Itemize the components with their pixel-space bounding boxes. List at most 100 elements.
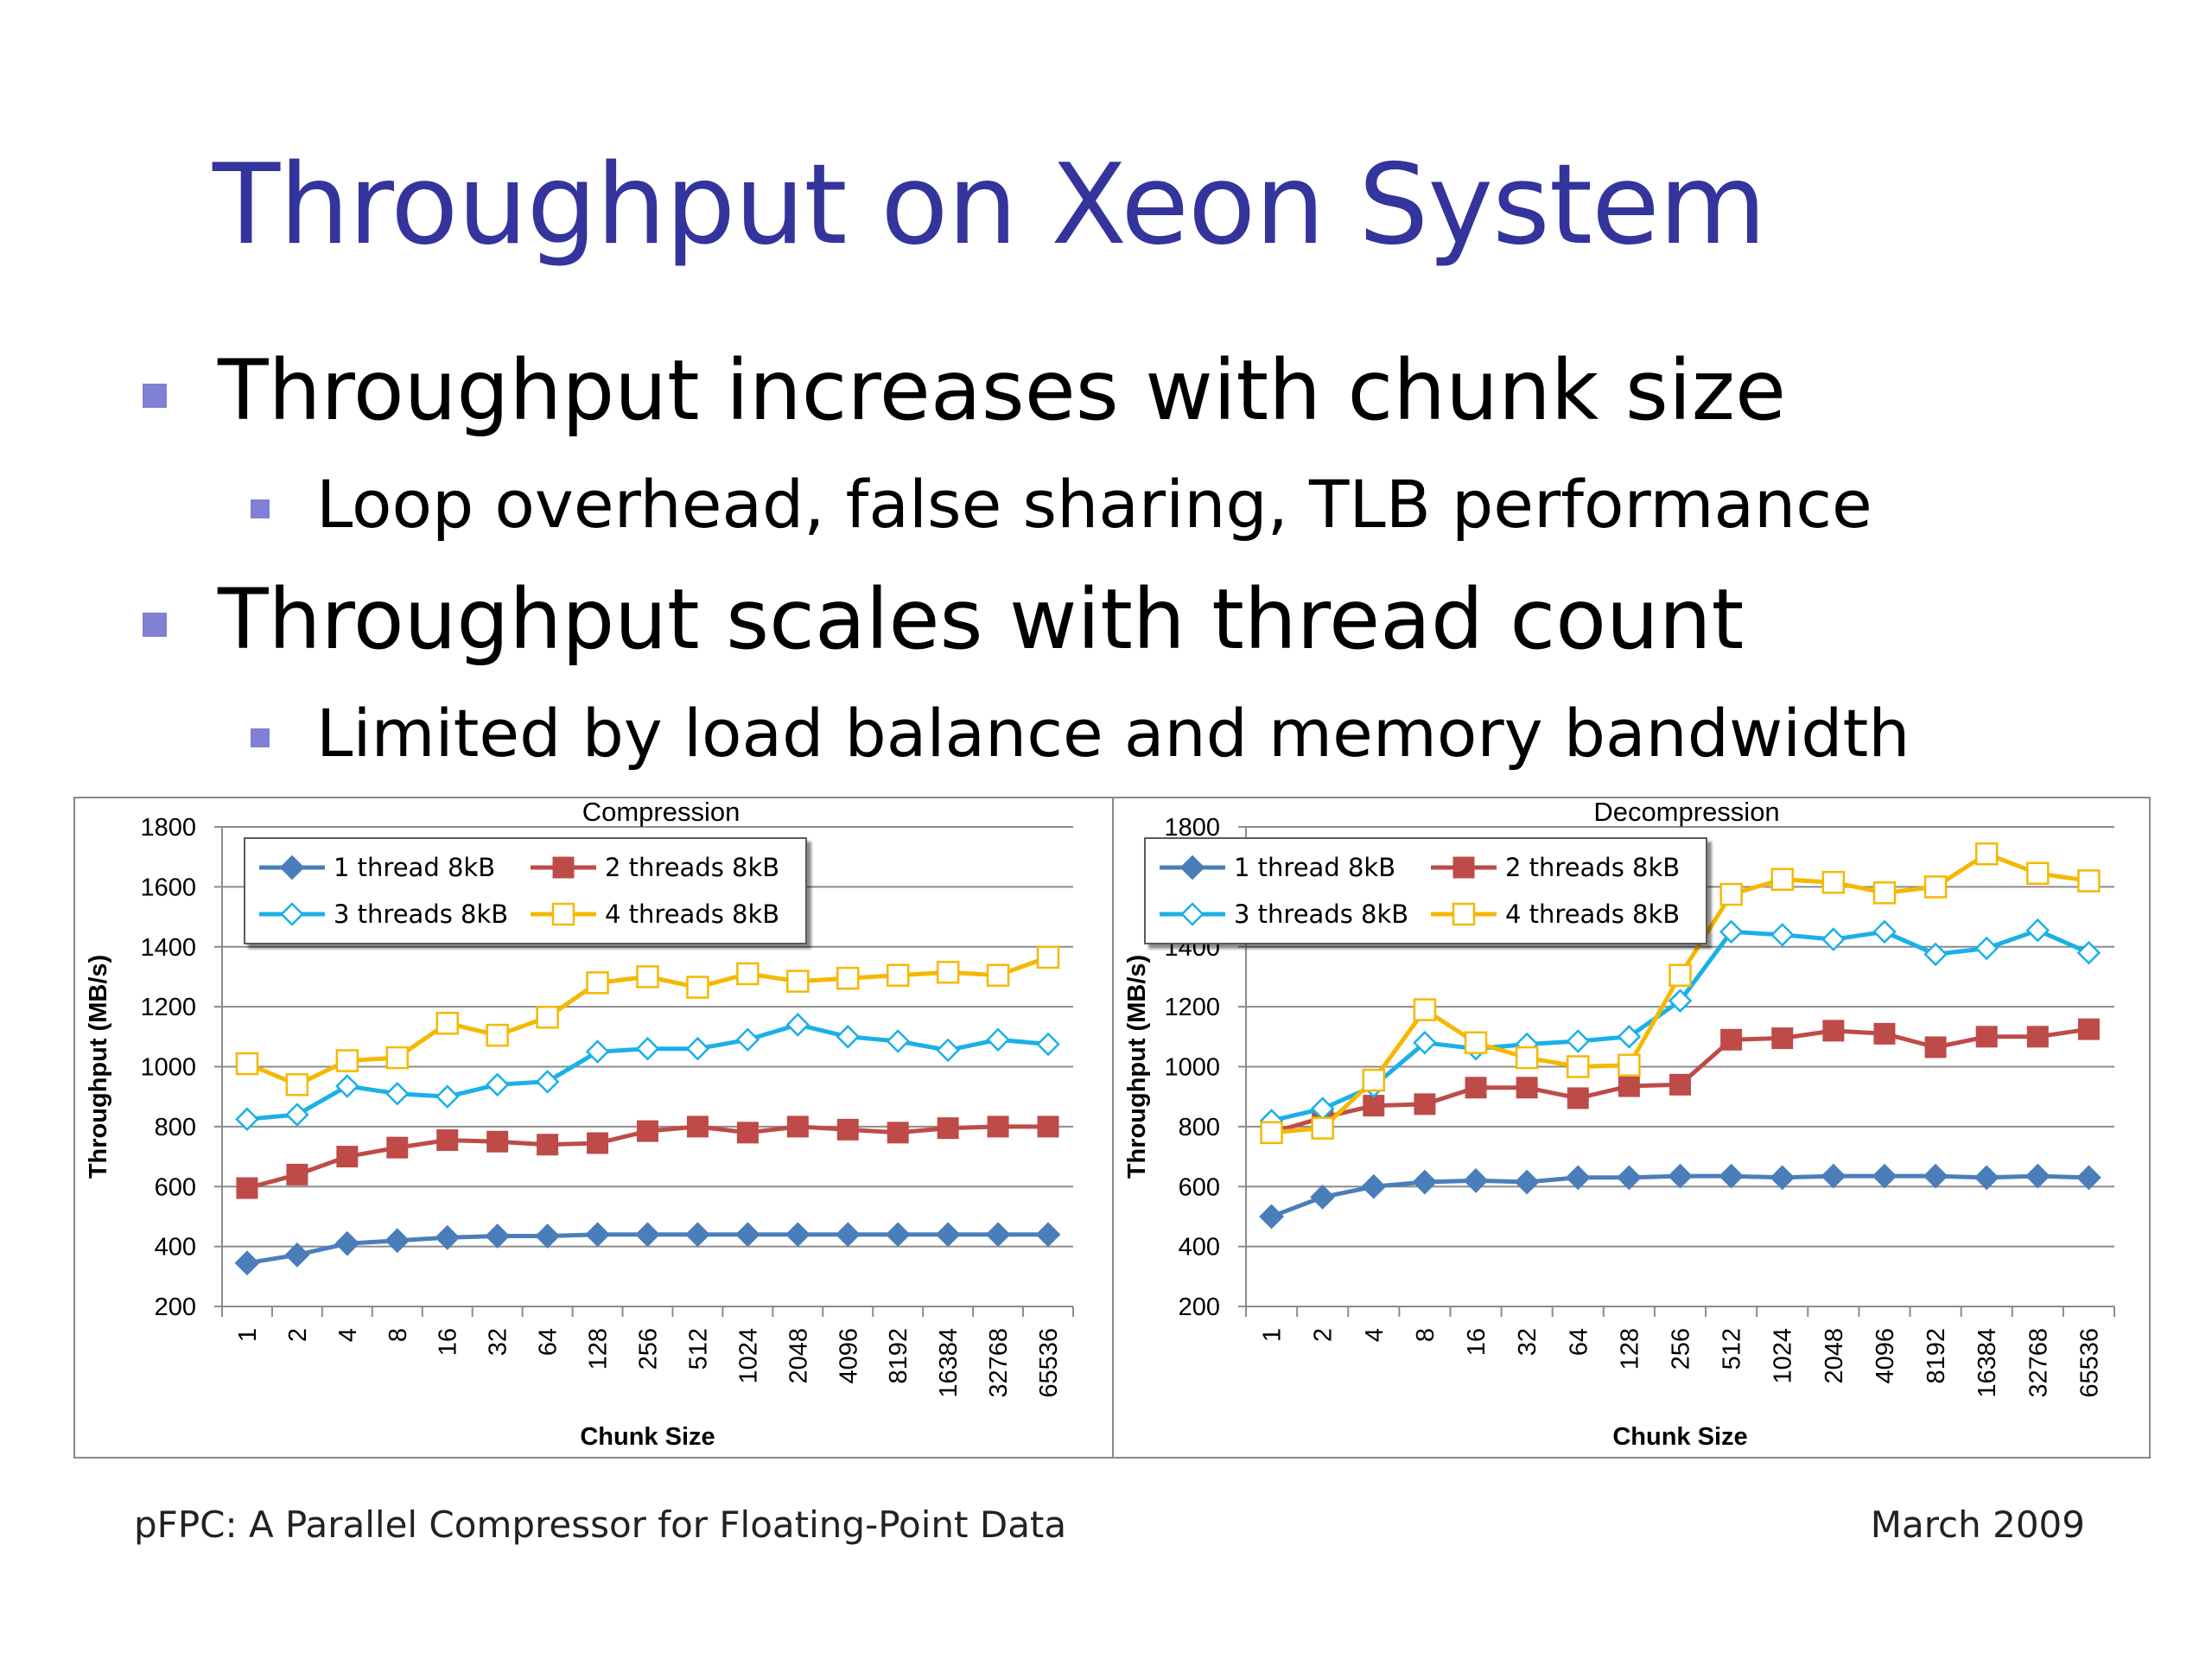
footer-left: pFPC: A Parallel Compressor for Floating… <box>134 1503 1067 1546</box>
data-point <box>2026 861 2050 886</box>
footer-right: March 2009 <box>1870 1503 2085 1546</box>
decompression-chart: 2004006008001000120014001600180012481632… <box>1112 797 2151 1459</box>
series-3 <box>235 1013 1060 1131</box>
y-tick-label: 800 <box>155 1114 196 1141</box>
data-point <box>2077 869 2101 893</box>
bullet-square-icon <box>251 728 270 747</box>
data-point <box>385 1046 410 1070</box>
legend-item-2-threads: 2 threads 8kB <box>525 853 797 882</box>
sub-bullet-1: Loop overhead, false sharing, TLB perfor… <box>251 468 1872 541</box>
data-point <box>1770 1165 1796 1191</box>
x-tick-label: 2 <box>1310 1328 1338 1342</box>
data-point <box>635 1036 660 1061</box>
legend-marker-icon <box>1160 855 1225 880</box>
data-point <box>1311 1116 1334 1140</box>
data-point <box>535 1224 561 1249</box>
data-point <box>786 1116 809 1138</box>
legend-marker-icon <box>1160 902 1225 926</box>
data-point <box>1567 1055 1590 1078</box>
data-point <box>1873 1022 1896 1045</box>
legend-marker <box>280 902 304 926</box>
x-tick-label: 16 <box>435 1328 462 1356</box>
series-2 <box>1261 1018 2100 1144</box>
data-point <box>587 1132 609 1154</box>
legend-label: 1 thread 8kB <box>1234 853 1396 882</box>
data-point <box>836 1025 861 1049</box>
data-point <box>1974 842 1999 866</box>
data-point <box>1618 1053 1641 1077</box>
legend-item-2-threads: 2 threads 8kB <box>1426 853 1697 882</box>
data-point <box>234 1250 260 1276</box>
data-point <box>734 1222 760 1248</box>
data-point <box>1668 1163 1693 1189</box>
x-tick-label: 65536 <box>1035 1328 1063 1398</box>
bullet-1: Throughput increases with chunk size <box>143 345 1786 437</box>
compression-chart: 200 400 600 800 1000 1200 1400 1600 1800 1 2 4 8 16 32… <box>73 797 1116 1459</box>
x-axis-label: Chunk Size <box>1612 1423 1747 1451</box>
data-point <box>485 1224 511 1249</box>
data-point <box>385 1081 410 1106</box>
data-point <box>586 971 609 995</box>
y-axis-label: Throughput (MB/s) <box>1123 955 1151 1179</box>
data-point <box>986 1027 1010 1052</box>
data-point <box>1669 963 1692 987</box>
legend-item-4-threads: 4 threads 8kB <box>525 899 797 929</box>
x-tick-label: 4 <box>1361 1328 1389 1342</box>
data-point <box>1923 942 1948 967</box>
data-point <box>937 1117 959 1140</box>
data-point <box>2025 918 2050 943</box>
data-point <box>1412 1169 1438 1195</box>
legend-marker-icon <box>259 902 325 926</box>
data-point <box>786 969 810 993</box>
data-point <box>1872 881 1897 905</box>
series-4 <box>1260 842 2101 1145</box>
x-tick-label: 1024 <box>734 1328 762 1384</box>
data-point <box>1821 870 1846 894</box>
data-point <box>2076 940 2101 965</box>
data-point <box>1516 1077 1538 1099</box>
data-point <box>2076 1165 2101 1191</box>
data-point <box>1565 1165 1591 1191</box>
x-tick-label: 1 <box>234 1328 262 1342</box>
data-point <box>2026 1026 2049 1048</box>
data-point <box>1618 1075 1640 1097</box>
y-tick-label: 600 <box>155 1173 196 1201</box>
data-point <box>2077 1018 2100 1040</box>
chart-plot: 200 400 600 800 1000 1200 1400 1600 1800 1 2 4 8 16 32… <box>85 798 1074 1451</box>
decompression-legend: 1 thread 8kB 2 threads 8kB 3 threads 8kB… <box>1144 837 1707 944</box>
x-tick-label: 4096 <box>835 1328 862 1384</box>
legend-item-1-thread: 1 thread 8kB <box>1154 853 1426 882</box>
data-point <box>1514 1169 1540 1195</box>
data-point <box>886 1029 910 1053</box>
x-tick-label: 4096 <box>1872 1328 1899 1384</box>
bullet-1-text: Throughput increases with chunk size <box>218 342 1787 439</box>
x-tick-label: 256 <box>635 1328 663 1370</box>
sub-bullet-2-text: Limited by load balance and memory bandw… <box>316 695 1910 772</box>
data-point <box>535 1070 560 1094</box>
data-point <box>334 1230 360 1256</box>
data-point <box>985 1222 1011 1248</box>
data-point <box>235 1052 259 1076</box>
y-tick-label: 1800 <box>140 814 196 842</box>
sub-bullet-2: Limited by load balance and memory bandw… <box>251 695 1910 772</box>
data-point <box>1719 882 1743 906</box>
x-tick-label: 32 <box>1514 1328 1541 1356</box>
data-point <box>486 1130 509 1153</box>
data-point <box>585 1039 610 1064</box>
legend-marker-icon <box>1431 902 1497 926</box>
legend-label: 4 threads 8kB <box>605 899 780 929</box>
data-point <box>1975 1026 1998 1048</box>
legend-item-3-threads: 3 threads 8kB <box>254 899 525 929</box>
data-point <box>635 1222 660 1248</box>
data-point <box>1720 1028 1743 1051</box>
series-1 <box>1259 1163 2101 1230</box>
y-tick-label: 1000 <box>1164 1054 1220 1082</box>
data-point <box>2024 1163 2050 1189</box>
x-tick-label: 64 <box>535 1328 563 1356</box>
x-tick-label: 32 <box>485 1328 512 1356</box>
x-tick-label: 1024 <box>1770 1328 1797 1384</box>
data-point <box>1719 919 1744 944</box>
data-point <box>536 1006 559 1029</box>
data-point <box>785 1013 810 1037</box>
data-point <box>637 1120 658 1142</box>
